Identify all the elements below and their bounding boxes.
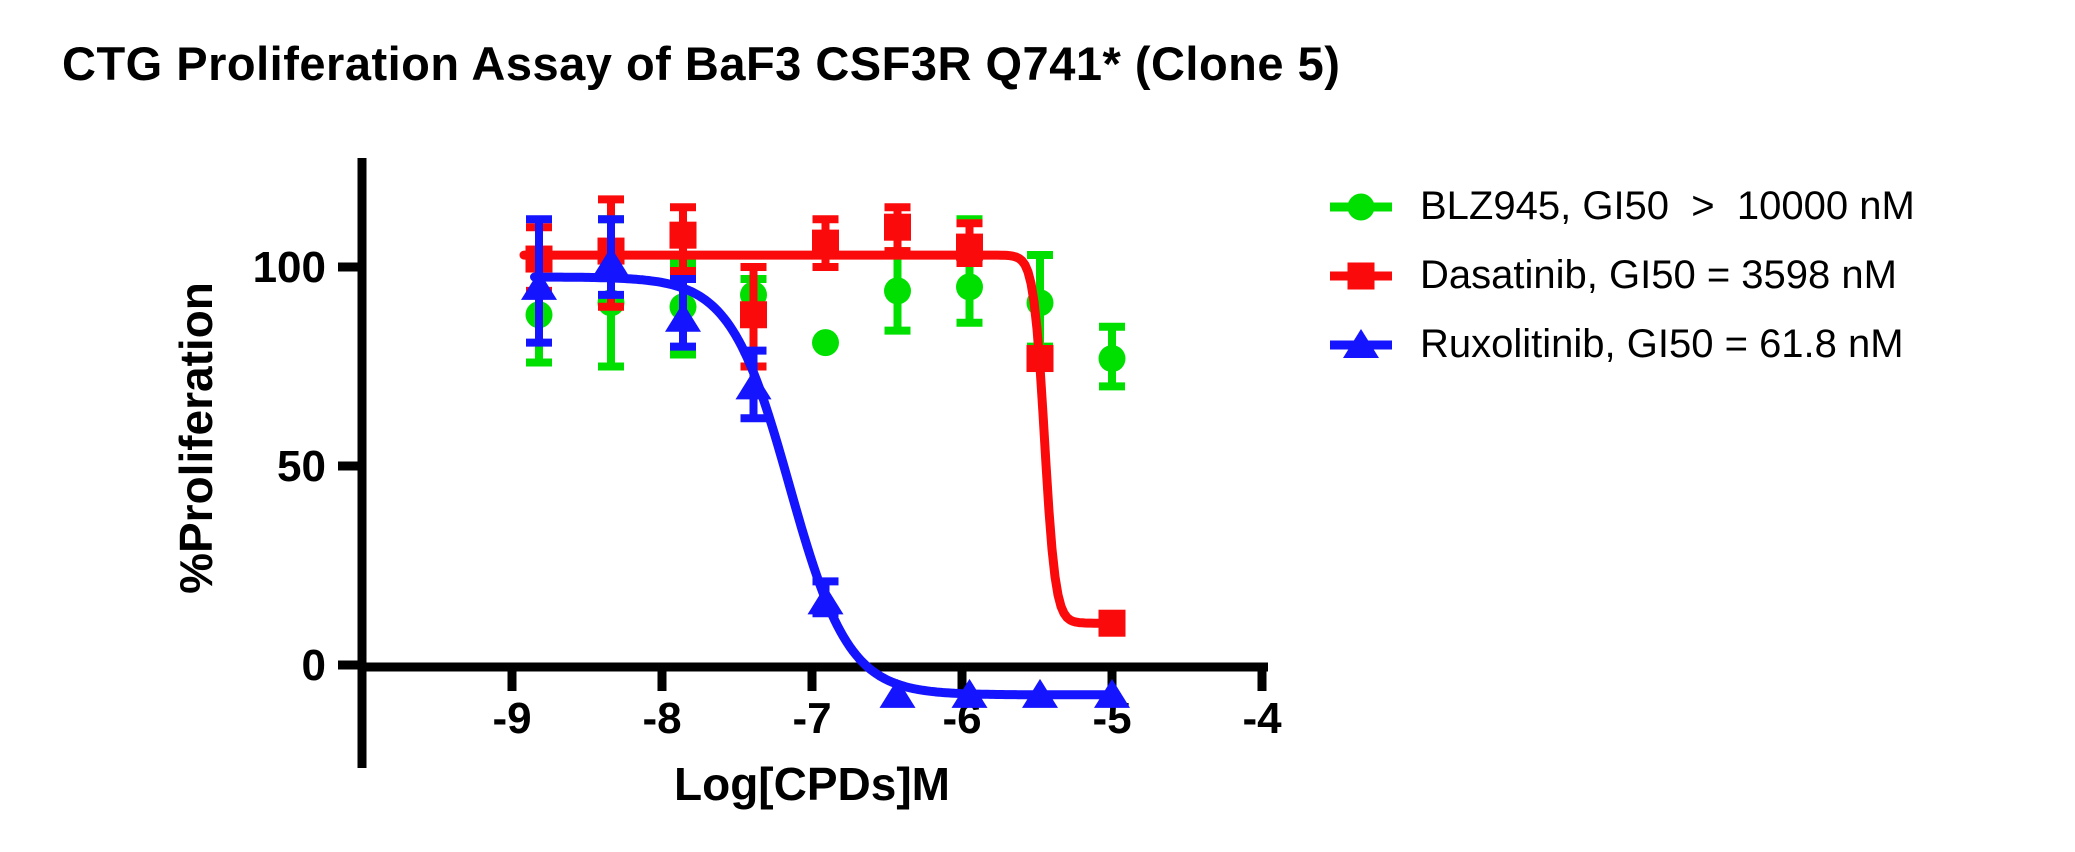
data-point-ruxolitinib xyxy=(665,302,701,332)
legend-label: Dasatinib, GI50 = 3598 nM xyxy=(1420,253,1897,297)
data-point-ruxolitinib xyxy=(1022,678,1058,708)
data-point-ruxolitinib xyxy=(807,585,844,615)
y-tick-label: 100 xyxy=(253,243,326,292)
data-point-blz945 xyxy=(812,329,839,357)
data-point-dasatinib xyxy=(956,233,983,261)
legend-item-dasatinib: Dasatinib, GI50 = 3598 nM xyxy=(1328,241,1915,310)
legend-label: BLZ945, GI50 > 10000 nM xyxy=(1420,184,1915,228)
x-axis-title: Log[CPDs]M xyxy=(674,758,950,810)
circle-marker-icon xyxy=(1330,193,1392,220)
data-point-dasatinib xyxy=(1026,345,1054,373)
legend-label: Ruxolitinib, GI50 = 61.8 nM xyxy=(1420,322,1904,366)
series-ruxolitinib xyxy=(521,215,1130,708)
y-axis-title: %Proliferation xyxy=(170,282,222,594)
y-tick-label: 0 xyxy=(302,641,326,690)
data-point-blz945 xyxy=(956,273,983,301)
x-tick-label: -9 xyxy=(492,694,531,743)
y-tick-label: 50 xyxy=(277,442,326,491)
data-point-dasatinib xyxy=(812,229,839,257)
legend-marker xyxy=(1347,262,1375,289)
data-point-ruxolitinib xyxy=(521,270,557,300)
legend-item-ruxolitinib: Ruxolitinib, GI50 = 61.8 nM xyxy=(1328,310,1915,379)
legend: BLZ945, GI50 > 10000 nM Dasatinib, GI50 … xyxy=(1328,172,1915,379)
data-point-dasatinib xyxy=(884,213,911,241)
triangle-marker-icon xyxy=(1330,328,1392,358)
x-tick-label: -4 xyxy=(1242,694,1282,743)
data-point-dasatinib xyxy=(1098,609,1126,637)
data-point-blz945 xyxy=(1098,345,1126,373)
data-point-ruxolitinib xyxy=(593,247,629,277)
legend-marker xyxy=(1347,193,1375,220)
data-point-ruxolitinib xyxy=(1094,678,1130,708)
legend-item-blz945: BLZ945, GI50 > 10000 nM xyxy=(1328,172,1915,241)
data-point-ruxolitinib xyxy=(951,678,988,708)
data-point-dasatinib xyxy=(669,221,697,249)
data-point-dasatinib xyxy=(740,301,767,329)
x-tick-label: -8 xyxy=(642,694,681,743)
x-tick-label: -7 xyxy=(792,694,831,743)
legend-marker xyxy=(1343,328,1379,358)
data-point-ruxolitinib xyxy=(879,678,916,708)
square-marker-icon xyxy=(1330,262,1392,289)
data-point-ruxolitinib xyxy=(735,370,772,400)
data-point-blz945 xyxy=(884,277,911,305)
chart-title: CTG Proliferation Assay of BaF3 CSF3R Q7… xyxy=(62,37,1341,90)
